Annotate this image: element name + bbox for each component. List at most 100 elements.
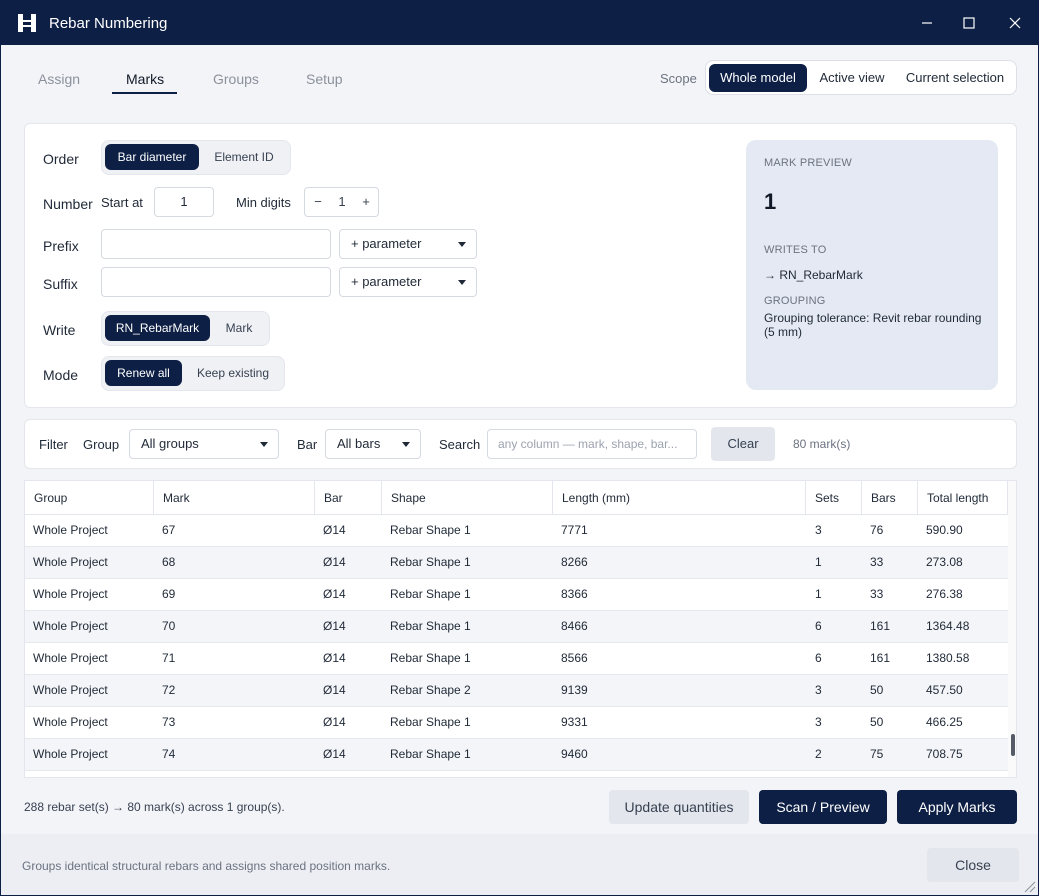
cell-group: Whole Project xyxy=(33,747,108,761)
search-input[interactable]: any column — mark, shape, bar... xyxy=(487,429,697,459)
preview-value: 1 xyxy=(764,189,777,214)
tab-groups[interactable]: Groups xyxy=(213,71,259,87)
app-logo-icon xyxy=(18,14,36,32)
cell-bars: 33 xyxy=(870,587,884,601)
chevron-down-icon xyxy=(458,280,466,285)
cell-total-length: 590.90 xyxy=(926,523,963,537)
start-at-input[interactable]: 1 xyxy=(154,187,214,217)
table-row[interactable]: Whole Project 68 Ø14 Rebar Shape 1 8266 … xyxy=(25,547,1008,579)
min-digits-value[interactable]: 1 xyxy=(338,194,346,209)
table-scrollbar[interactable] xyxy=(1008,481,1016,777)
cell-mark: 73 xyxy=(162,715,176,729)
tab-setup[interactable]: Setup xyxy=(306,71,343,87)
table-row[interactable]: Whole Project 70 Ø14 Rebar Shape 1 8466 … xyxy=(25,611,1008,643)
search-label: Search xyxy=(439,437,481,452)
scope-active-view-button[interactable]: Active view xyxy=(819,70,885,85)
close-button[interactable]: Close xyxy=(927,848,1019,882)
prefix-input[interactable] xyxy=(101,229,331,259)
write-mark-button[interactable]: Mark xyxy=(225,321,253,335)
min-digits-label: Min digits xyxy=(236,195,291,210)
cell-group: Whole Project xyxy=(33,555,108,569)
cell-bar: Ø14 xyxy=(323,651,346,665)
write-rn-rebarmark-button[interactable]: RN_RebarMark xyxy=(105,315,210,341)
column-header-total-length[interactable]: Total length xyxy=(918,481,1008,515)
clear-filter-button[interactable]: Clear xyxy=(711,427,775,461)
apply-marks-button[interactable]: Apply Marks xyxy=(897,790,1017,824)
table-row[interactable]: Whole Project 72 Ø14 Rebar Shape 2 9139 … xyxy=(25,675,1008,707)
cell-bars: 50 xyxy=(870,715,884,729)
group-filter-value: All groups xyxy=(141,436,199,451)
active-tab-indicator xyxy=(112,92,177,94)
min-digits-decrement-button[interactable]: − xyxy=(314,194,322,209)
preview-heading: MARK PREVIEW xyxy=(764,157,852,169)
column-header-length[interactable]: Length (mm) xyxy=(553,481,806,515)
column-header-mark[interactable]: Mark xyxy=(154,481,315,515)
filter-bar xyxy=(24,419,1017,469)
cell-bars: 76 xyxy=(870,523,884,537)
table-scrollbar-thumb[interactable] xyxy=(1011,734,1015,756)
cell-length: 8466 xyxy=(561,619,588,633)
cell-bars: 50 xyxy=(870,683,884,697)
min-digits-increment-button[interactable]: + xyxy=(362,194,370,209)
table-row[interactable]: Whole Project 71 Ø14 Rebar Shape 1 8566 … xyxy=(25,643,1008,675)
table-row[interactable]: Whole Project 74 Ø14 Rebar Shape 1 9460 … xyxy=(25,739,1008,771)
resize-grip-icon[interactable] xyxy=(1022,879,1036,893)
cell-length: 9139 xyxy=(561,683,588,697)
prefix-parameter-dropdown[interactable]: + parameter xyxy=(339,229,477,259)
cell-bars: 161 xyxy=(870,619,891,633)
mode-label: Mode xyxy=(43,367,79,383)
scope-current-selection-button[interactable]: Current selection xyxy=(905,70,1005,85)
cell-total-length: 457.50 xyxy=(926,683,963,697)
column-header-sets[interactable]: Sets xyxy=(806,481,862,515)
bar-filter-dropdown[interactable]: All bars xyxy=(325,429,421,459)
cell-bar: Ø14 xyxy=(323,555,346,569)
table-row[interactable]: Whole Project 69 Ø14 Rebar Shape 1 8366 … xyxy=(25,579,1008,611)
cell-total-length: 466.25 xyxy=(926,715,963,729)
group-filter-dropdown[interactable]: All groups xyxy=(129,429,279,459)
min-digits-stepper: − 1 + xyxy=(304,187,379,217)
suffix-input[interactable] xyxy=(101,267,331,297)
cell-length: 9460 xyxy=(561,747,588,761)
prefix-label: Prefix xyxy=(43,238,79,254)
suffix-parameter-dropdown[interactable]: + parameter xyxy=(339,267,477,297)
group-filter-label: Group xyxy=(83,437,120,452)
cell-length: 7771 xyxy=(561,523,588,537)
cell-total-length: 273.08 xyxy=(926,555,963,569)
cell-group: Whole Project xyxy=(33,683,108,697)
scope-selector: Whole model Active view Current selectio… xyxy=(705,60,1017,95)
close-window-icon[interactable] xyxy=(1005,13,1025,33)
cell-total-length: 276.38 xyxy=(926,587,963,601)
write-toggle: RN_RebarMark Mark xyxy=(101,311,270,346)
order-toggle: Bar diameter Element ID xyxy=(101,140,291,175)
start-at-label: Start at xyxy=(101,195,143,210)
cell-shape: Rebar Shape 1 xyxy=(390,619,471,633)
tab-marks[interactable]: Marks xyxy=(126,71,165,87)
cell-mark: 69 xyxy=(162,587,176,601)
mode-renew-all-button[interactable]: Renew all xyxy=(105,360,182,386)
maximize-icon[interactable] xyxy=(959,13,979,33)
scope-whole-model-button[interactable]: Whole model xyxy=(709,64,807,92)
mode-toggle: Renew all Keep existing xyxy=(101,356,285,391)
update-quantities-button[interactable]: Update quantities xyxy=(609,790,749,824)
column-header-group[interactable]: Group xyxy=(25,481,154,515)
cell-shape: Rebar Shape 1 xyxy=(390,715,471,729)
minimize-icon[interactable] xyxy=(917,13,937,33)
tab-assign[interactable]: Assign xyxy=(38,71,81,87)
mode-keep-existing-button[interactable]: Keep existing xyxy=(196,366,270,380)
footer-description: Groups identical structural rebars and a… xyxy=(22,859,391,873)
order-bar-diameter-button[interactable]: Bar diameter xyxy=(105,144,199,170)
order-element-id-button[interactable]: Element ID xyxy=(214,150,274,164)
cell-mark: 70 xyxy=(162,619,176,633)
scan-preview-button[interactable]: Scan / Preview xyxy=(759,790,887,824)
table-row[interactable]: Whole Project 67 Ø14 Rebar Shape 1 7771 … xyxy=(25,515,1008,547)
column-header-bar[interactable]: Bar xyxy=(315,481,382,515)
column-header-shape[interactable]: Shape xyxy=(382,481,553,515)
cell-sets: 6 xyxy=(815,619,822,633)
cell-shape: Rebar Shape 1 xyxy=(390,523,471,537)
table-row[interactable]: Whole Project 73 Ø14 Rebar Shape 1 9331 … xyxy=(25,707,1008,739)
chevron-down-icon xyxy=(458,242,466,247)
cell-length: 8366 xyxy=(561,587,588,601)
cell-bar: Ø14 xyxy=(323,587,346,601)
cell-mark: 68 xyxy=(162,555,176,569)
column-header-bars[interactable]: Bars xyxy=(862,481,918,515)
